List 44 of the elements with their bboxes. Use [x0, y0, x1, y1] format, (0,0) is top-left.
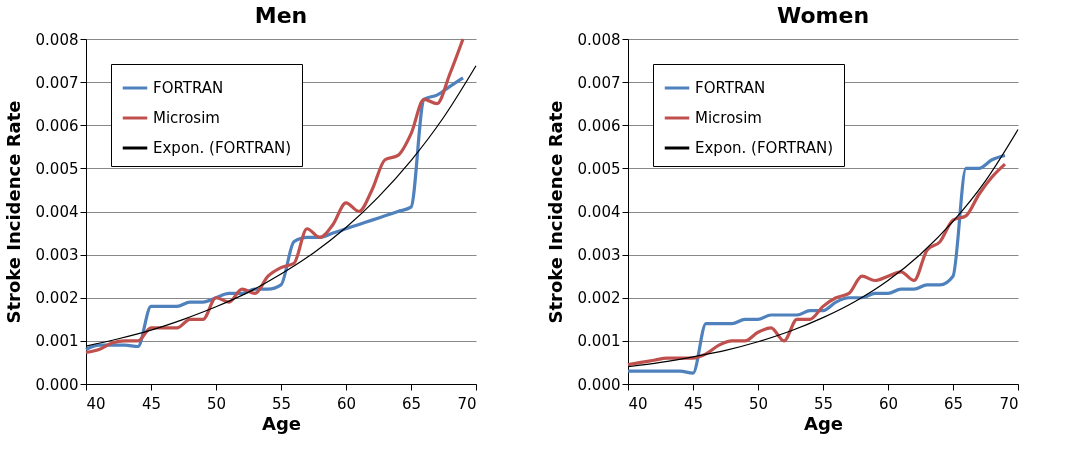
y-axis-title: Stroke Incidence Rate [544, 100, 566, 324]
x-tick-label: 65 [943, 394, 964, 413]
legend-label: Microsim [695, 109, 762, 127]
x-tick-label: 50 [748, 394, 769, 413]
y-tick-label: 0.000 [35, 375, 79, 394]
legend-label: FORTRAN [695, 79, 766, 97]
y-tick-label: 0.005 [35, 159, 79, 178]
y-tick-label: 0.007 [35, 73, 79, 92]
y-tick-label: 0.008 [35, 30, 79, 49]
x-tick-label: 40 [628, 394, 648, 413]
y-tick-label: 0.003 [35, 246, 79, 265]
x-tick-label: 70 [457, 394, 477, 413]
y-tick-label: 0.004 [35, 203, 79, 221]
y-tick-label: 0.001 [35, 332, 79, 351]
y-tick-label: 0.004 [577, 203, 621, 221]
x-axis-title: Age [803, 412, 844, 434]
x-tick-label: 55 [271, 394, 292, 413]
x-tick-label: 50 [206, 394, 227, 413]
chart-title: Men [254, 3, 308, 28]
x-tick-label: 45 [141, 394, 162, 413]
y-tick-label: 0.006 [577, 116, 621, 135]
legend-label: Expon. (FORTRAN) [153, 139, 292, 157]
x-axis-title: Age [261, 412, 302, 434]
x-tick-label: 55 [813, 394, 834, 413]
y-tick-label: 0.008 [577, 30, 621, 49]
x-tick-label: 60 [336, 394, 357, 413]
y-tick-label: 0.003 [577, 246, 621, 265]
y-tick-label: 0.006 [35, 116, 79, 135]
y-tick-label: 0.000 [577, 375, 621, 394]
legend-label: FORTRAN [153, 79, 224, 97]
y-tick-label: 0.005 [577, 159, 621, 178]
chart-title: Women [776, 3, 870, 28]
legend-label: Expon. (FORTRAN) [695, 139, 834, 157]
x-tick-label: 40 [86, 394, 106, 413]
x-tick-label: 45 [683, 394, 704, 413]
y-tick-label: 0.002 [577, 289, 621, 308]
y-tick-label: 0.002 [35, 289, 79, 308]
y-tick-label: 0.007 [577, 73, 621, 92]
y-axis-title: Stroke Incidence Rate [2, 100, 24, 324]
legend-label: Microsim [153, 109, 220, 127]
x-tick-label: 70 [999, 394, 1019, 413]
y-tick-label: 0.001 [577, 332, 621, 351]
x-tick-label: 60 [878, 394, 899, 413]
x-tick-label: 65 [401, 394, 422, 413]
